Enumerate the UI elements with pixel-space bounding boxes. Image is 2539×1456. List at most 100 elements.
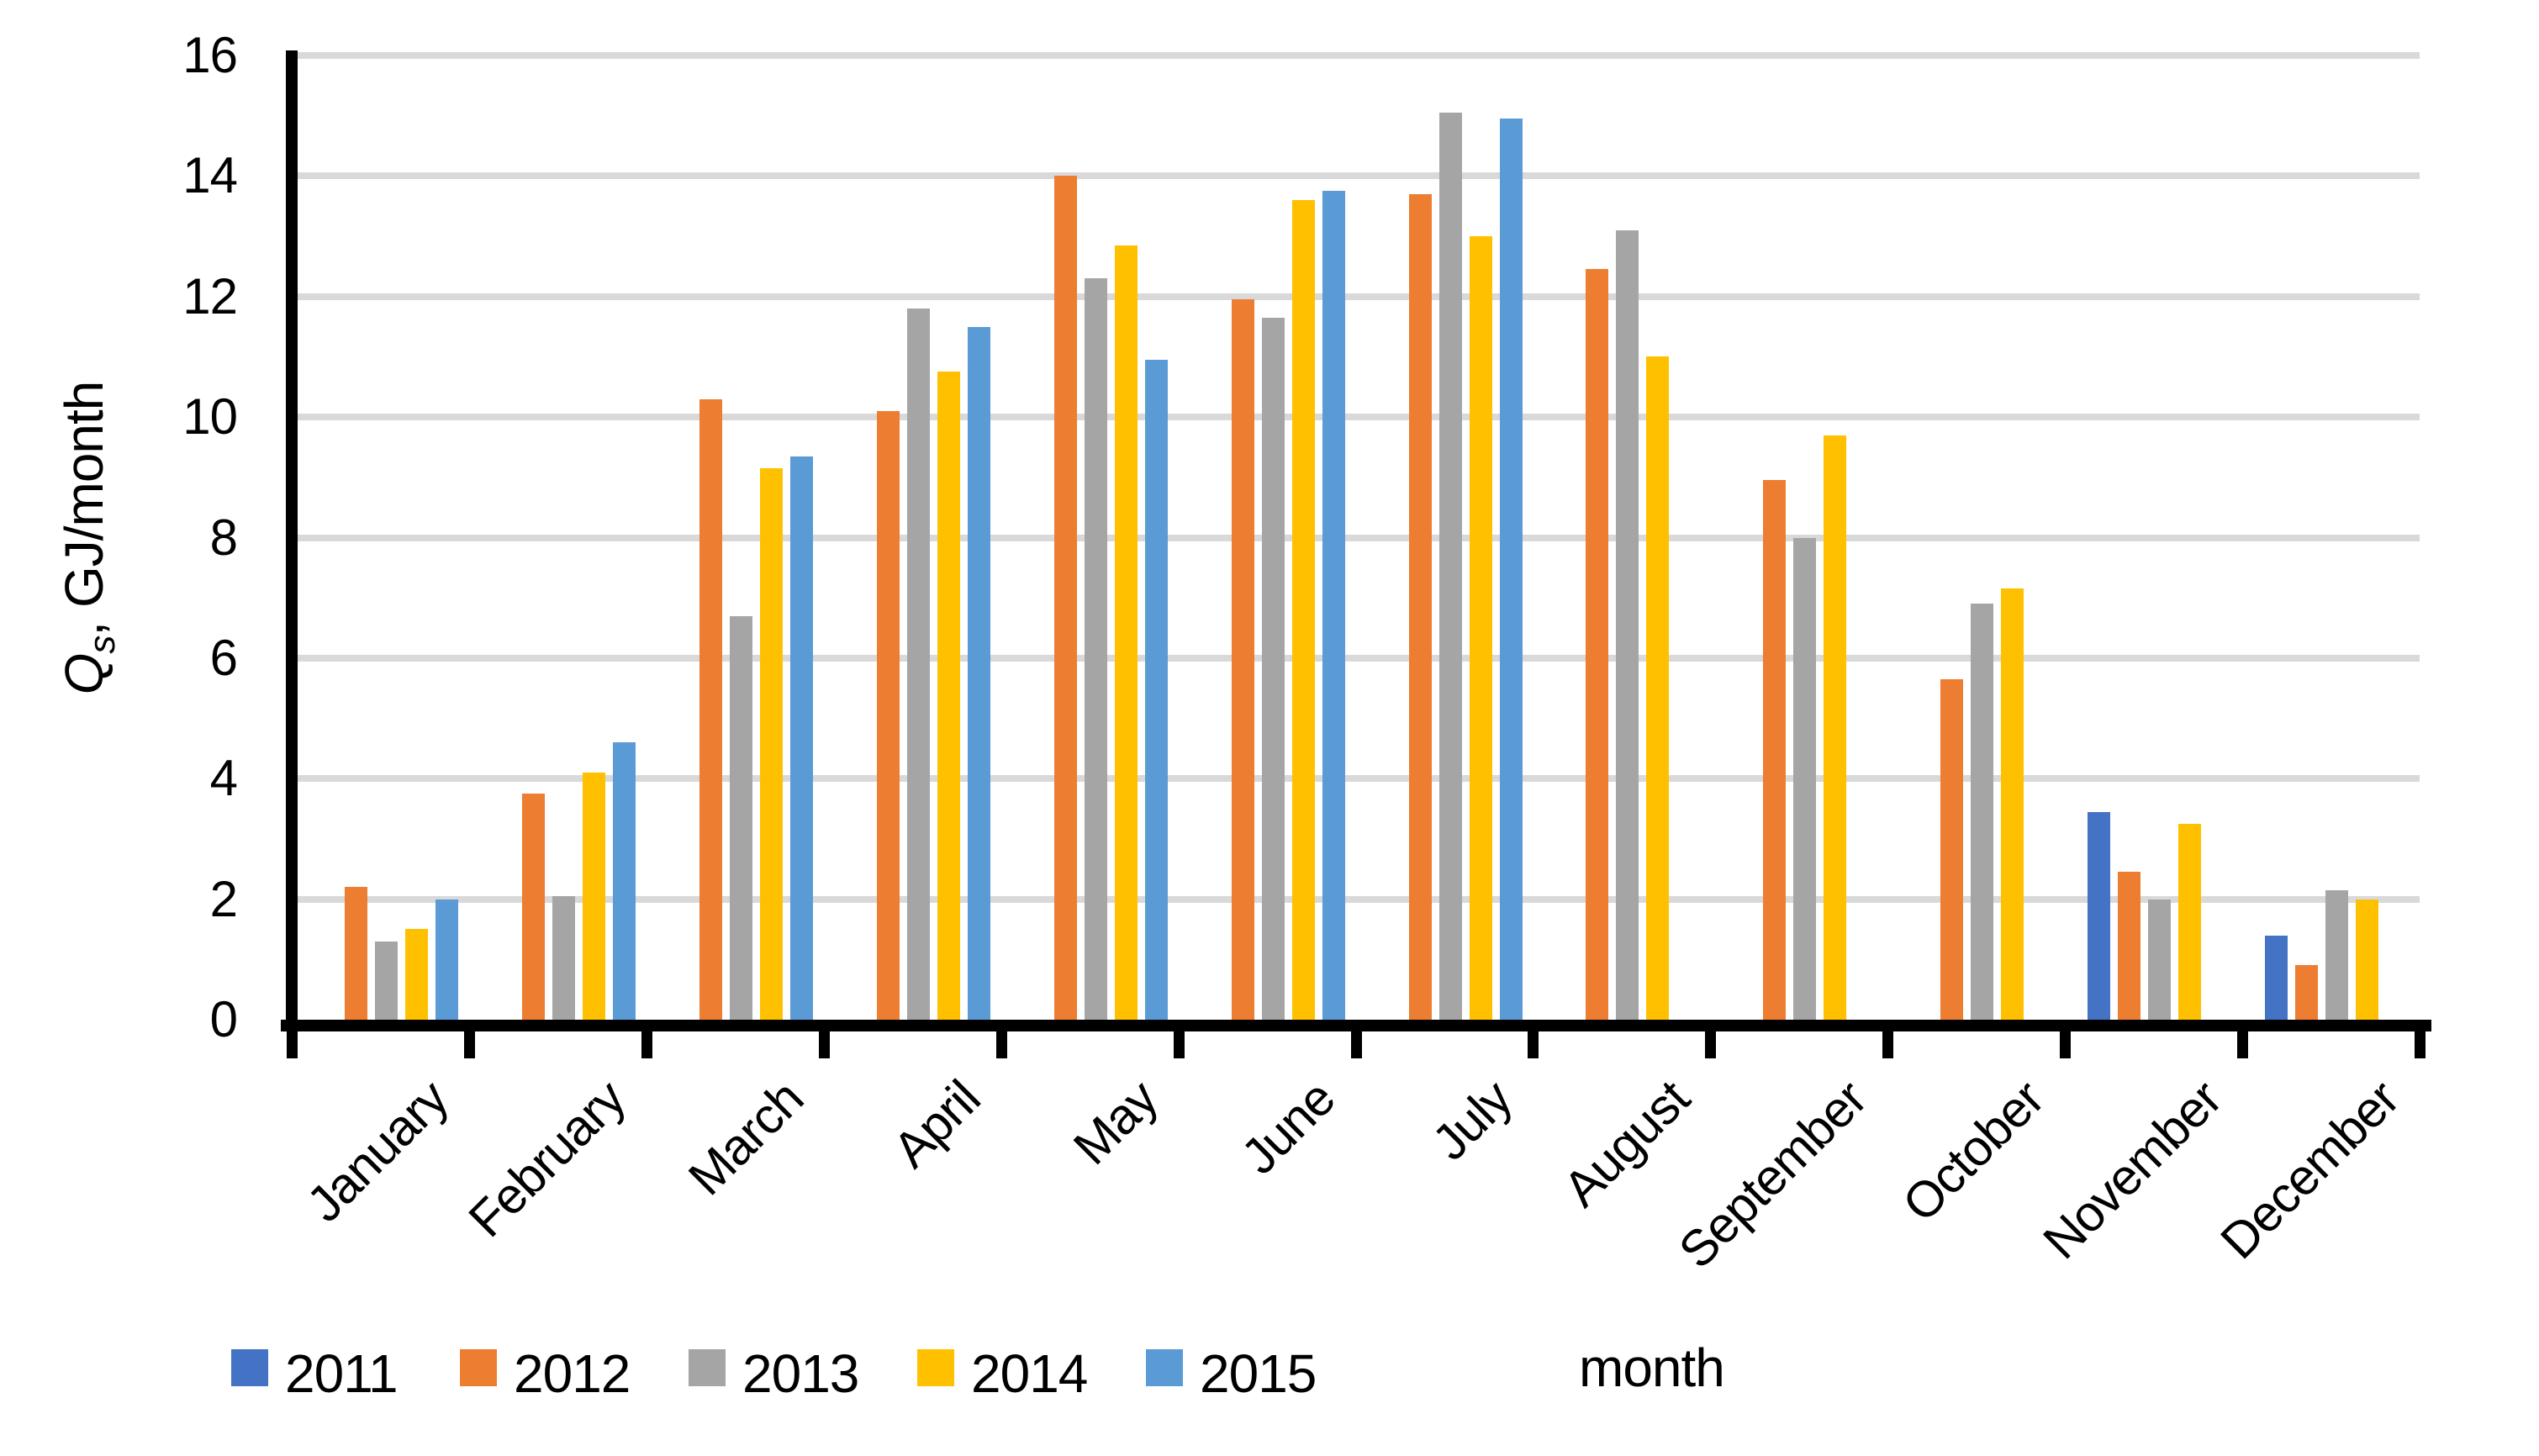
legend-label-2013: 2013 — [742, 1343, 859, 1404]
bar-2011-november — [2088, 811, 2111, 1020]
bar-2015-february — [612, 742, 636, 1020]
bar-2012-august — [1586, 269, 1609, 1020]
bar-2014-march — [759, 468, 783, 1020]
legend-label-2012: 2012 — [514, 1343, 631, 1404]
bar-2014-may — [1114, 245, 1138, 1020]
bar-2015-july — [1499, 119, 1523, 1020]
bar-2014-april — [937, 372, 960, 1020]
bar-2013-january — [375, 941, 398, 1020]
bar-2015-may — [1144, 360, 1168, 1020]
y-tick-label-8: 8 — [209, 509, 238, 566]
legend-item-2012: 2012 — [460, 1343, 662, 1404]
bar-2012-february — [521, 794, 545, 1020]
bar-2012-may — [1053, 176, 1077, 1020]
gridline-y-4 — [292, 775, 2420, 783]
bar-2011-december — [2265, 935, 2288, 1020]
bar-2014-february — [582, 773, 605, 1020]
bar-2014-june — [1291, 200, 1315, 1020]
y-tick-label-14: 14 — [182, 147, 238, 204]
bar-2014-july — [1469, 236, 1492, 1020]
gridline-y-6 — [292, 654, 2420, 662]
bar-2012-november — [2118, 872, 2141, 1020]
x-tick-12 — [2415, 1031, 2426, 1058]
x-category-label-june: June — [1230, 1069, 1346, 1185]
x-category-label-october: October — [1892, 1069, 2055, 1233]
y-tick-label-6: 6 — [209, 629, 238, 686]
x-category-label-march: March — [677, 1069, 814, 1206]
x-tick-3 — [818, 1031, 830, 1058]
x-tick-4 — [995, 1031, 1007, 1058]
bar-2014-august — [1646, 356, 1670, 1020]
bar-2014-september — [1824, 435, 1847, 1020]
gridline-y-12 — [292, 293, 2420, 300]
bar-2012-september — [1763, 480, 1787, 1020]
bar-2013-august — [1616, 229, 1639, 1020]
legend-item-2011: 2011 — [231, 1343, 433, 1404]
bar-2014-november — [2178, 824, 2202, 1020]
y-tick-label-4: 4 — [209, 750, 238, 807]
y-tick-label-2: 2 — [209, 870, 238, 927]
bar-2012-march — [699, 398, 722, 1020]
bar-2012-june — [1231, 299, 1254, 1020]
x-category-label-september: September — [1668, 1069, 1877, 1279]
bar-2014-december — [2356, 899, 2379, 1020]
y-tick-label-16: 16 — [182, 27, 238, 83]
bar-2012-december — [2295, 965, 2319, 1020]
x-tick-5 — [1173, 1031, 1185, 1058]
x-tick-10 — [2060, 1031, 2072, 1058]
legend-swatch-2014 — [917, 1349, 954, 1386]
legend-label-2011: 2011 — [285, 1343, 399, 1404]
gridline-y-2 — [292, 895, 2420, 903]
x-category-label-december: December — [2209, 1069, 2410, 1270]
x-tick-6 — [1350, 1031, 1362, 1058]
x-tick-1 — [463, 1031, 475, 1058]
x-tick-2 — [641, 1031, 652, 1058]
bar-2014-january — [405, 929, 428, 1020]
bar-2013-april — [906, 309, 930, 1020]
x-tick-11 — [2237, 1031, 2249, 1058]
bar-2013-july — [1438, 113, 1462, 1020]
legend-item-2014: 2014 — [917, 1343, 1119, 1404]
x-tick-0 — [287, 1031, 298, 1058]
bar-2013-march — [729, 615, 752, 1020]
bar-2013-october — [1971, 604, 1994, 1020]
bar-2015-april — [967, 326, 990, 1020]
x-category-label-april: April — [882, 1069, 991, 1179]
bar-2013-september — [1793, 537, 1817, 1020]
x-axis-line — [281, 1020, 2431, 1031]
gridline-y-10 — [292, 414, 2420, 421]
bar-2015-january — [435, 899, 458, 1020]
legend-item-2013: 2013 — [689, 1343, 890, 1404]
x-category-label-january: January — [296, 1069, 459, 1233]
gridline-y-14 — [292, 172, 2420, 180]
x-tick-7 — [1528, 1031, 1539, 1058]
y-tick-label-10: 10 — [182, 388, 238, 446]
bar-2012-july — [1408, 193, 1432, 1020]
x-axis-title: month — [1579, 1337, 1725, 1398]
bar-2012-october — [1940, 678, 1964, 1020]
legend-label-2014: 2014 — [971, 1343, 1088, 1404]
legend-swatch-2011 — [231, 1349, 268, 1386]
legend-swatch-2013 — [689, 1349, 726, 1386]
bar-2015-june — [1322, 191, 1345, 1020]
x-category-label-july: July — [1422, 1069, 1523, 1171]
x-category-label-august: August — [1552, 1069, 1700, 1217]
bar-2014-october — [2001, 588, 2024, 1020]
x-category-label-may: May — [1062, 1069, 1169, 1176]
x-tick-8 — [1705, 1031, 1717, 1058]
y-tick-label-12: 12 — [182, 267, 238, 324]
y-axis-line — [286, 50, 298, 1031]
bar-2015-march — [789, 456, 813, 1020]
bar-2013-june — [1261, 317, 1285, 1020]
legend-item-2015: 2015 — [1146, 1343, 1348, 1404]
x-category-label-february: February — [457, 1069, 636, 1248]
bar-2013-february — [552, 896, 575, 1020]
bar-2013-december — [2325, 889, 2349, 1020]
bar-2012-january — [345, 887, 367, 1020]
bar-2013-november — [2148, 899, 2172, 1020]
x-category-label-november: November — [2032, 1069, 2232, 1270]
bar-2012-april — [876, 410, 900, 1020]
y-tick-label-0: 0 — [209, 991, 238, 1047]
gridline-y-16 — [292, 52, 2420, 59]
